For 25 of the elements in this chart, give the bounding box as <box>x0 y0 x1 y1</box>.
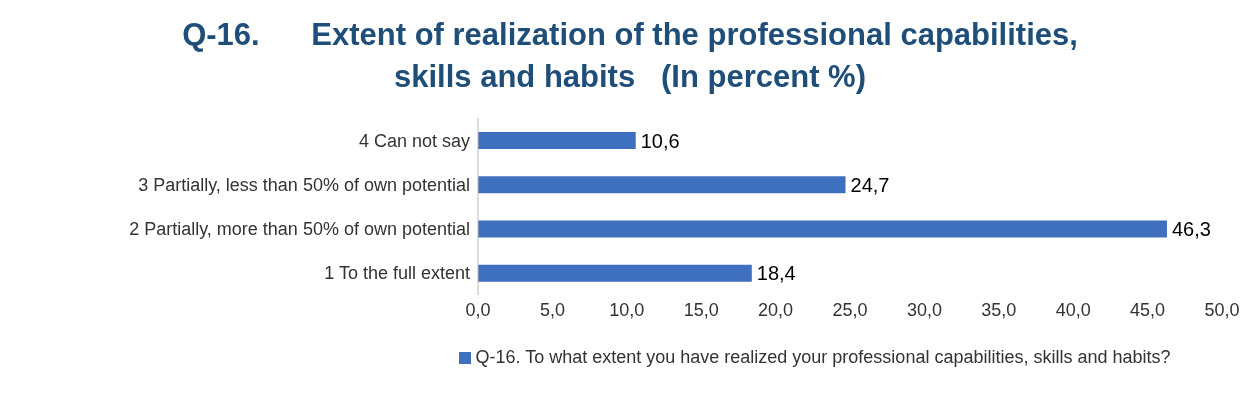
y-tick-label: 3 Partially, less than 50% of own potential <box>138 174 470 195</box>
y-tick-label: 4 Can not say <box>358 130 470 151</box>
x-tick-label: 0,0 <box>465 299 491 320</box>
x-tick-label: 45,0 <box>1130 299 1166 320</box>
y-tick-label: 1 To the full extent <box>324 263 470 284</box>
bar <box>478 264 752 282</box>
x-tick-label: 30,0 <box>906 299 942 320</box>
chart-title: Q-16. Extent of realization of the professional capabilities, skills and habits (In percent %) <box>181 16 1079 96</box>
legend-label: Q-16. To what extent you have realized your professional capabilities, skills and habits? <box>475 347 1171 367</box>
bar <box>478 220 1167 238</box>
data-label: 46,3 <box>1171 218 1211 241</box>
x-tick-label: 50,0 <box>1204 299 1240 320</box>
data-label: 24,7 <box>850 173 890 196</box>
x-tick-label: 5,0 <box>539 299 565 320</box>
data-label: 10,6 <box>640 129 680 152</box>
y-tick-label: 2 Partially, more than 50% of own potential <box>129 219 470 240</box>
x-tick-label: 40,0 <box>1055 299 1091 320</box>
x-tick-label: 25,0 <box>832 299 868 320</box>
bar <box>478 176 846 194</box>
x-tick-label: 10,0 <box>609 299 645 320</box>
x-tick-label: 20,0 <box>758 299 794 320</box>
x-tick-label: 35,0 <box>981 299 1017 320</box>
bar <box>478 132 636 149</box>
x-tick-label: 15,0 <box>683 299 719 320</box>
data-label: 18,4 <box>756 262 796 285</box>
